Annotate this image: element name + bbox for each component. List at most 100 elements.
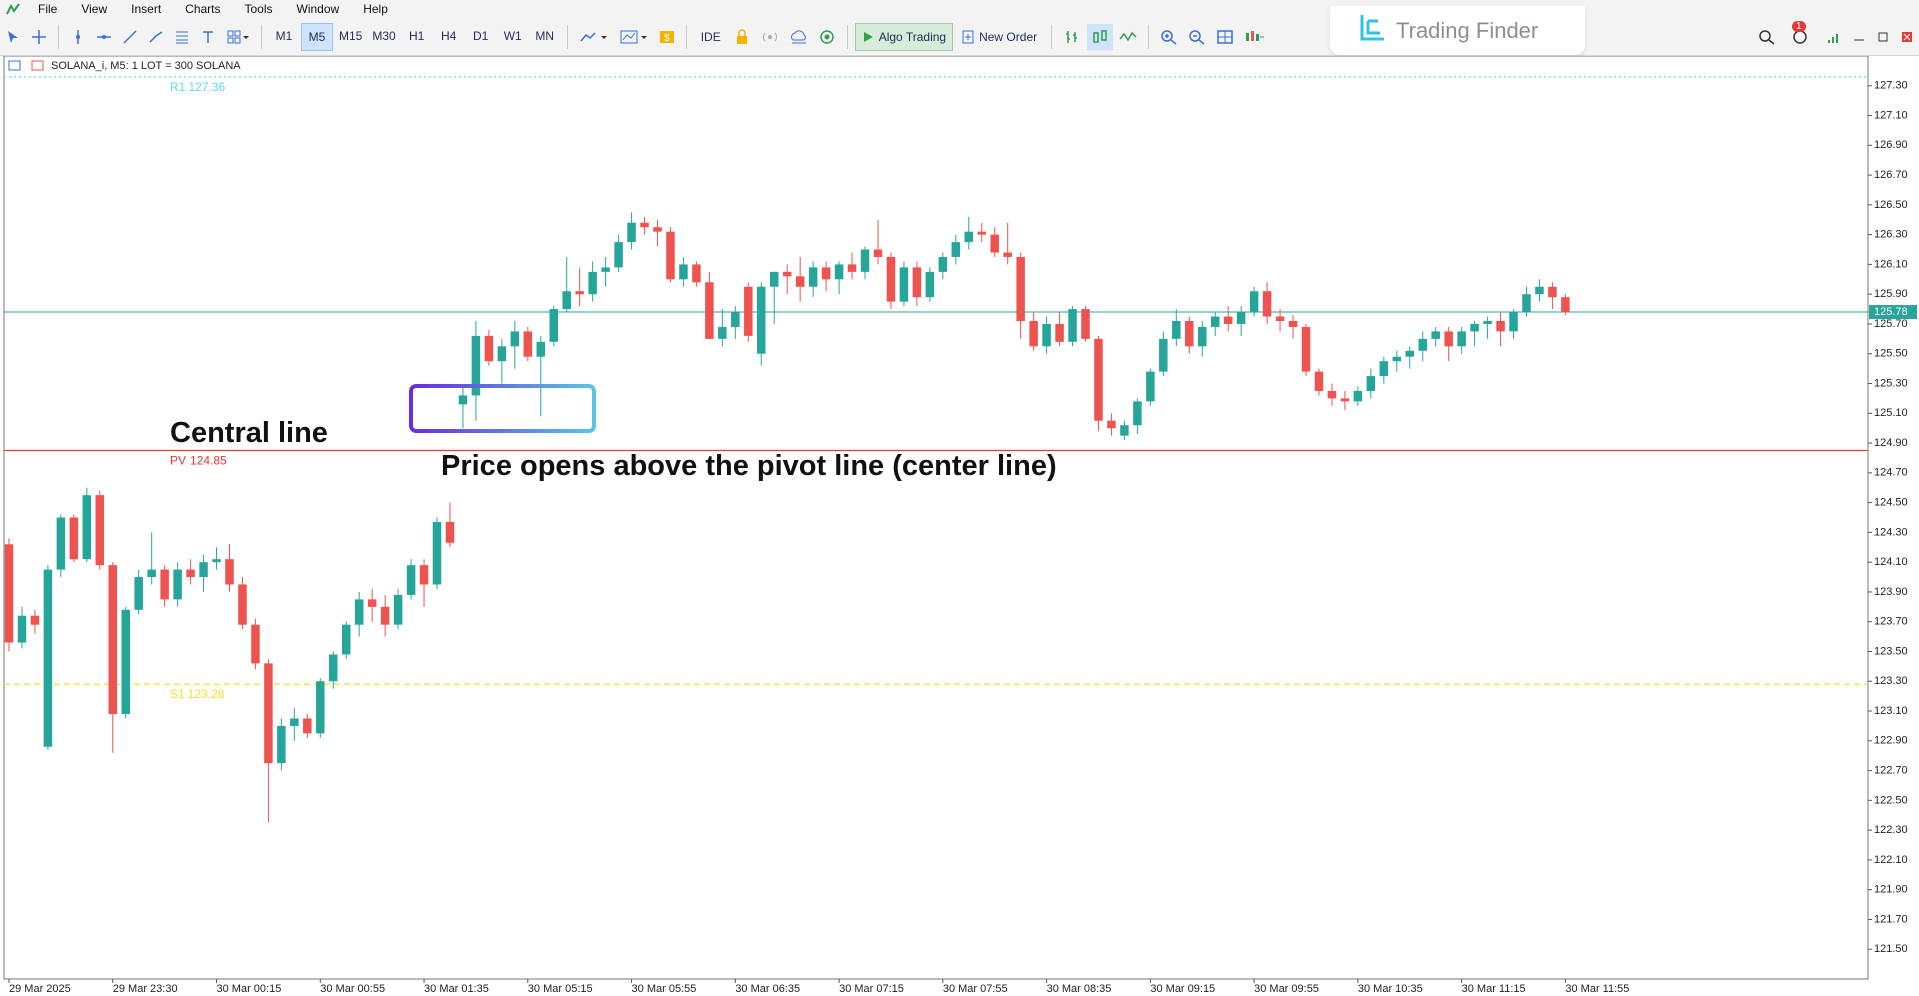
text-tool[interactable] <box>196 24 220 50</box>
y-tick-label: 126.90 <box>1874 139 1908 151</box>
candle-body <box>705 282 714 339</box>
candle-body <box>1068 309 1077 342</box>
timeframe-button[interactable]: D1 <box>473 28 489 43</box>
toolbar: M1 M5 M15 M30 H1 H4 D1 W1 MN $ IDE Algo Trading … <box>0 18 1919 56</box>
candle-body <box>1535 286 1544 295</box>
candle-body <box>173 569 182 600</box>
candle-body <box>1249 291 1259 313</box>
vps[interactable] <box>786 24 812 50</box>
separator <box>846 24 848 49</box>
candle-body <box>1016 256 1025 321</box>
candle-body <box>718 326 727 339</box>
right-toolbar: 1 <box>1753 18 1919 55</box>
candle-body <box>666 231 675 280</box>
candle-body <box>419 565 429 585</box>
search[interactable] <box>1754 24 1780 50</box>
cursor-tool[interactable] <box>1 24 25 50</box>
candle-body <box>1288 320 1298 327</box>
x-tick-label: 30 Mar 06:35 <box>735 983 800 995</box>
market[interactable]: $ <box>655 24 679 50</box>
restore[interactable] <box>1872 24 1894 50</box>
timeframe-button[interactable]: M5 <box>301 22 333 51</box>
y-tick-label: 123.10 <box>1874 705 1908 717</box>
channel-tool[interactable] <box>144 24 168 50</box>
x-tick-label: 30 Mar 01:35 <box>424 983 489 995</box>
timeframe-button[interactable]: MN <box>535 28 555 43</box>
timeframe-button[interactable]: M1 <box>275 28 293 43</box>
candle-body <box>1522 294 1531 313</box>
candle-body <box>808 267 818 287</box>
candle-body <box>757 286 766 354</box>
candle-chart[interactable] <box>1087 23 1114 50</box>
algo-trading-button[interactable]: Algo Trading <box>854 22 954 51</box>
candle-body <box>795 276 805 287</box>
candle-body <box>1107 420 1116 429</box>
candle-body <box>264 663 273 764</box>
bar-chart[interactable] <box>1059 24 1085 50</box>
candle-body <box>1561 297 1570 313</box>
separator <box>1148 24 1150 49</box>
community[interactable] <box>814 24 840 50</box>
zoom-in[interactable] <box>1156 24 1182 50</box>
candle-body <box>1042 323 1051 347</box>
zoom-out[interactable] <box>1184 24 1210 50</box>
separator <box>566 24 568 49</box>
menu-item[interactable]: Help <box>363 2 388 16</box>
new-order-button[interactable]: New Order <box>955 23 1044 51</box>
menu-item[interactable]: File <box>38 2 58 16</box>
candle-body <box>588 271 597 295</box>
signal[interactable] <box>756 24 784 50</box>
timeframe-button[interactable]: W1 <box>503 28 522 43</box>
shapes-tool[interactable] <box>222 24 254 50</box>
timeframe-button[interactable]: M30 <box>372 28 396 43</box>
autoscroll[interactable] <box>1240 24 1268 50</box>
candle-body <box>510 331 520 347</box>
y-tick-label: 122.90 <box>1874 735 1908 747</box>
menu-item[interactable]: Window <box>296 2 340 16</box>
level-name: S1 <box>170 687 185 701</box>
ide-button[interactable]: IDE <box>700 29 721 44</box>
candle-body <box>367 599 377 607</box>
hline-tool[interactable] <box>92 24 116 50</box>
y-tick-label: 122.70 <box>1874 764 1908 776</box>
candle-body <box>1055 323 1064 342</box>
timeframe-button[interactable]: M15 <box>339 28 363 43</box>
menu-item[interactable]: Charts <box>185 2 221 16</box>
brand-logo <box>1360 14 1384 40</box>
candle-body <box>1366 376 1376 391</box>
y-tick-label: 126.10 <box>1874 258 1908 270</box>
x-tick-label: 30 Mar 09:15 <box>1150 983 1215 995</box>
candle-body <box>1185 320 1194 347</box>
indicators[interactable] <box>615 24 653 50</box>
menu-item[interactable]: View <box>81 2 108 16</box>
y-tick-label: 123.50 <box>1874 645 1908 657</box>
trendline-tool[interactable] <box>118 24 142 50</box>
lock[interactable] <box>730 24 754 50</box>
menu-item[interactable]: Tools <box>244 2 273 16</box>
vline-tool[interactable] <box>66 24 90 50</box>
close[interactable] <box>1896 24 1918 50</box>
timeframe-button[interactable]: H1 <box>409 28 425 43</box>
candle-body <box>640 222 649 228</box>
chart-type[interactable] <box>575 24 613 50</box>
candle-body <box>199 562 208 578</box>
line-chart[interactable] <box>1115 24 1141 50</box>
fibo-tool[interactable] <box>170 24 194 50</box>
candle-body <box>821 267 831 280</box>
candle-body <box>380 606 390 625</box>
candle-body <box>769 271 779 287</box>
tile-windows[interactable] <box>1212 24 1238 50</box>
menu-item[interactable]: Insert <box>131 2 162 16</box>
y-tick-label: 124.50 <box>1874 497 1908 509</box>
candle-body <box>1418 338 1427 351</box>
app-logo <box>6 3 20 15</box>
candle-body <box>445 521 455 543</box>
candle-body <box>471 335 481 396</box>
candle-body <box>1275 316 1285 321</box>
minimize[interactable] <box>1848 24 1870 50</box>
timeframe-button[interactable]: H4 <box>441 28 457 43</box>
candle-body <box>212 559 221 563</box>
candle-body <box>1470 323 1479 332</box>
notifications[interactable]: 1 <box>1782 20 1820 50</box>
crosshair-tool[interactable] <box>27 24 51 50</box>
